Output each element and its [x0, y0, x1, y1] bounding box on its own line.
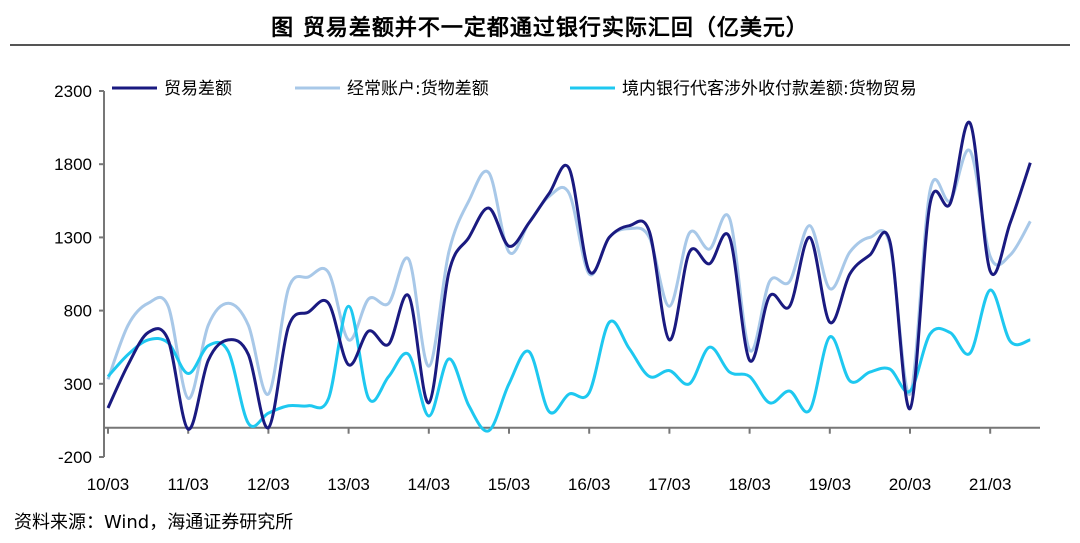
x-tick-label: 10/03: [87, 475, 130, 494]
series-line-2: [106, 288, 1031, 433]
series-line-0: [106, 120, 1032, 431]
x-tick-label: 13/03: [327, 475, 370, 494]
series-line-1: [106, 148, 1032, 400]
y-tick-label: -200: [58, 448, 92, 467]
legend-label: 经常账户:货物差额: [347, 79, 489, 99]
x-tick-label: 21/03: [969, 475, 1012, 494]
x-tick-label: 18/03: [728, 475, 771, 494]
y-tick-label: 1800: [54, 155, 92, 174]
x-tick-label: 15/03: [488, 475, 531, 494]
title-divider: [10, 44, 1070, 46]
x-tick-label: 12/03: [247, 475, 290, 494]
x-tick-label: 19/03: [809, 475, 852, 494]
legend-label: 境内银行代客涉外收付款差额:货物贸易: [622, 79, 917, 99]
y-tick-label: 2300: [54, 82, 92, 101]
y-tick-label: 300: [64, 375, 92, 394]
x-tick-label: 17/03: [648, 475, 691, 494]
x-tick-label: 14/03: [408, 475, 451, 494]
x-tick-label: 11/03: [168, 475, 209, 494]
y-tick-label: 800: [64, 302, 92, 321]
chart-title: 图 贸易差额并不一定都通过银行实际汇回（亿美元）: [271, 16, 809, 41]
y-tick-label: 1300: [54, 228, 92, 247]
x-tick-label: 20/03: [889, 475, 932, 494]
source-note: 资料来源：Wind，海通证券研究所: [14, 512, 294, 533]
x-tick-label: 16/03: [568, 475, 611, 494]
legend-label: 贸易差额: [164, 79, 232, 99]
